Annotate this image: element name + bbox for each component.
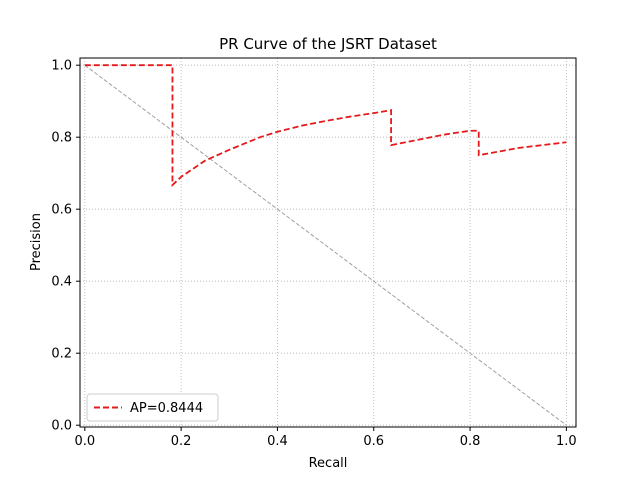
ticks: 0.0 0.2 0.4 0.6 0.8 1.0 0.0 0.2 0.4 0.6 0.8 1.0 (51, 59, 576, 449)
x-tick-label: 0.2 (171, 434, 192, 449)
x-tick-label: 0.4 (267, 434, 288, 449)
x-tick-label: 1.0 (556, 434, 577, 449)
legend-box (86, 393, 219, 422)
plot-border (79, 57, 577, 428)
x-tick-label: 0.6 (363, 434, 384, 449)
chart-title: PR Curve of the JSRT Dataset (219, 35, 437, 53)
pr-curve-line (84, 64, 567, 188)
legend-entry: AP=0.8444 (130, 401, 203, 416)
y-axis-label: Precision (29, 213, 44, 271)
y-tick-label: 0.2 (51, 347, 72, 362)
reference-diagonal-line (84, 64, 567, 426)
y-tick-label: 0.6 (51, 203, 72, 218)
y-tick-label: 0.4 (51, 275, 72, 290)
x-tick-label: 0.0 (74, 434, 95, 449)
y-tick-label: 1.0 (51, 59, 72, 74)
y-tick-label: 0.0 (51, 419, 72, 434)
legend: AP=0.8444 (86, 393, 219, 422)
x-tick-label: 0.8 (460, 434, 481, 449)
plot-area (80, 58, 576, 427)
x-axis-label: Recall (309, 456, 348, 471)
y-tick-label: 0.8 (51, 131, 72, 146)
series-layer (84, 64, 567, 426)
